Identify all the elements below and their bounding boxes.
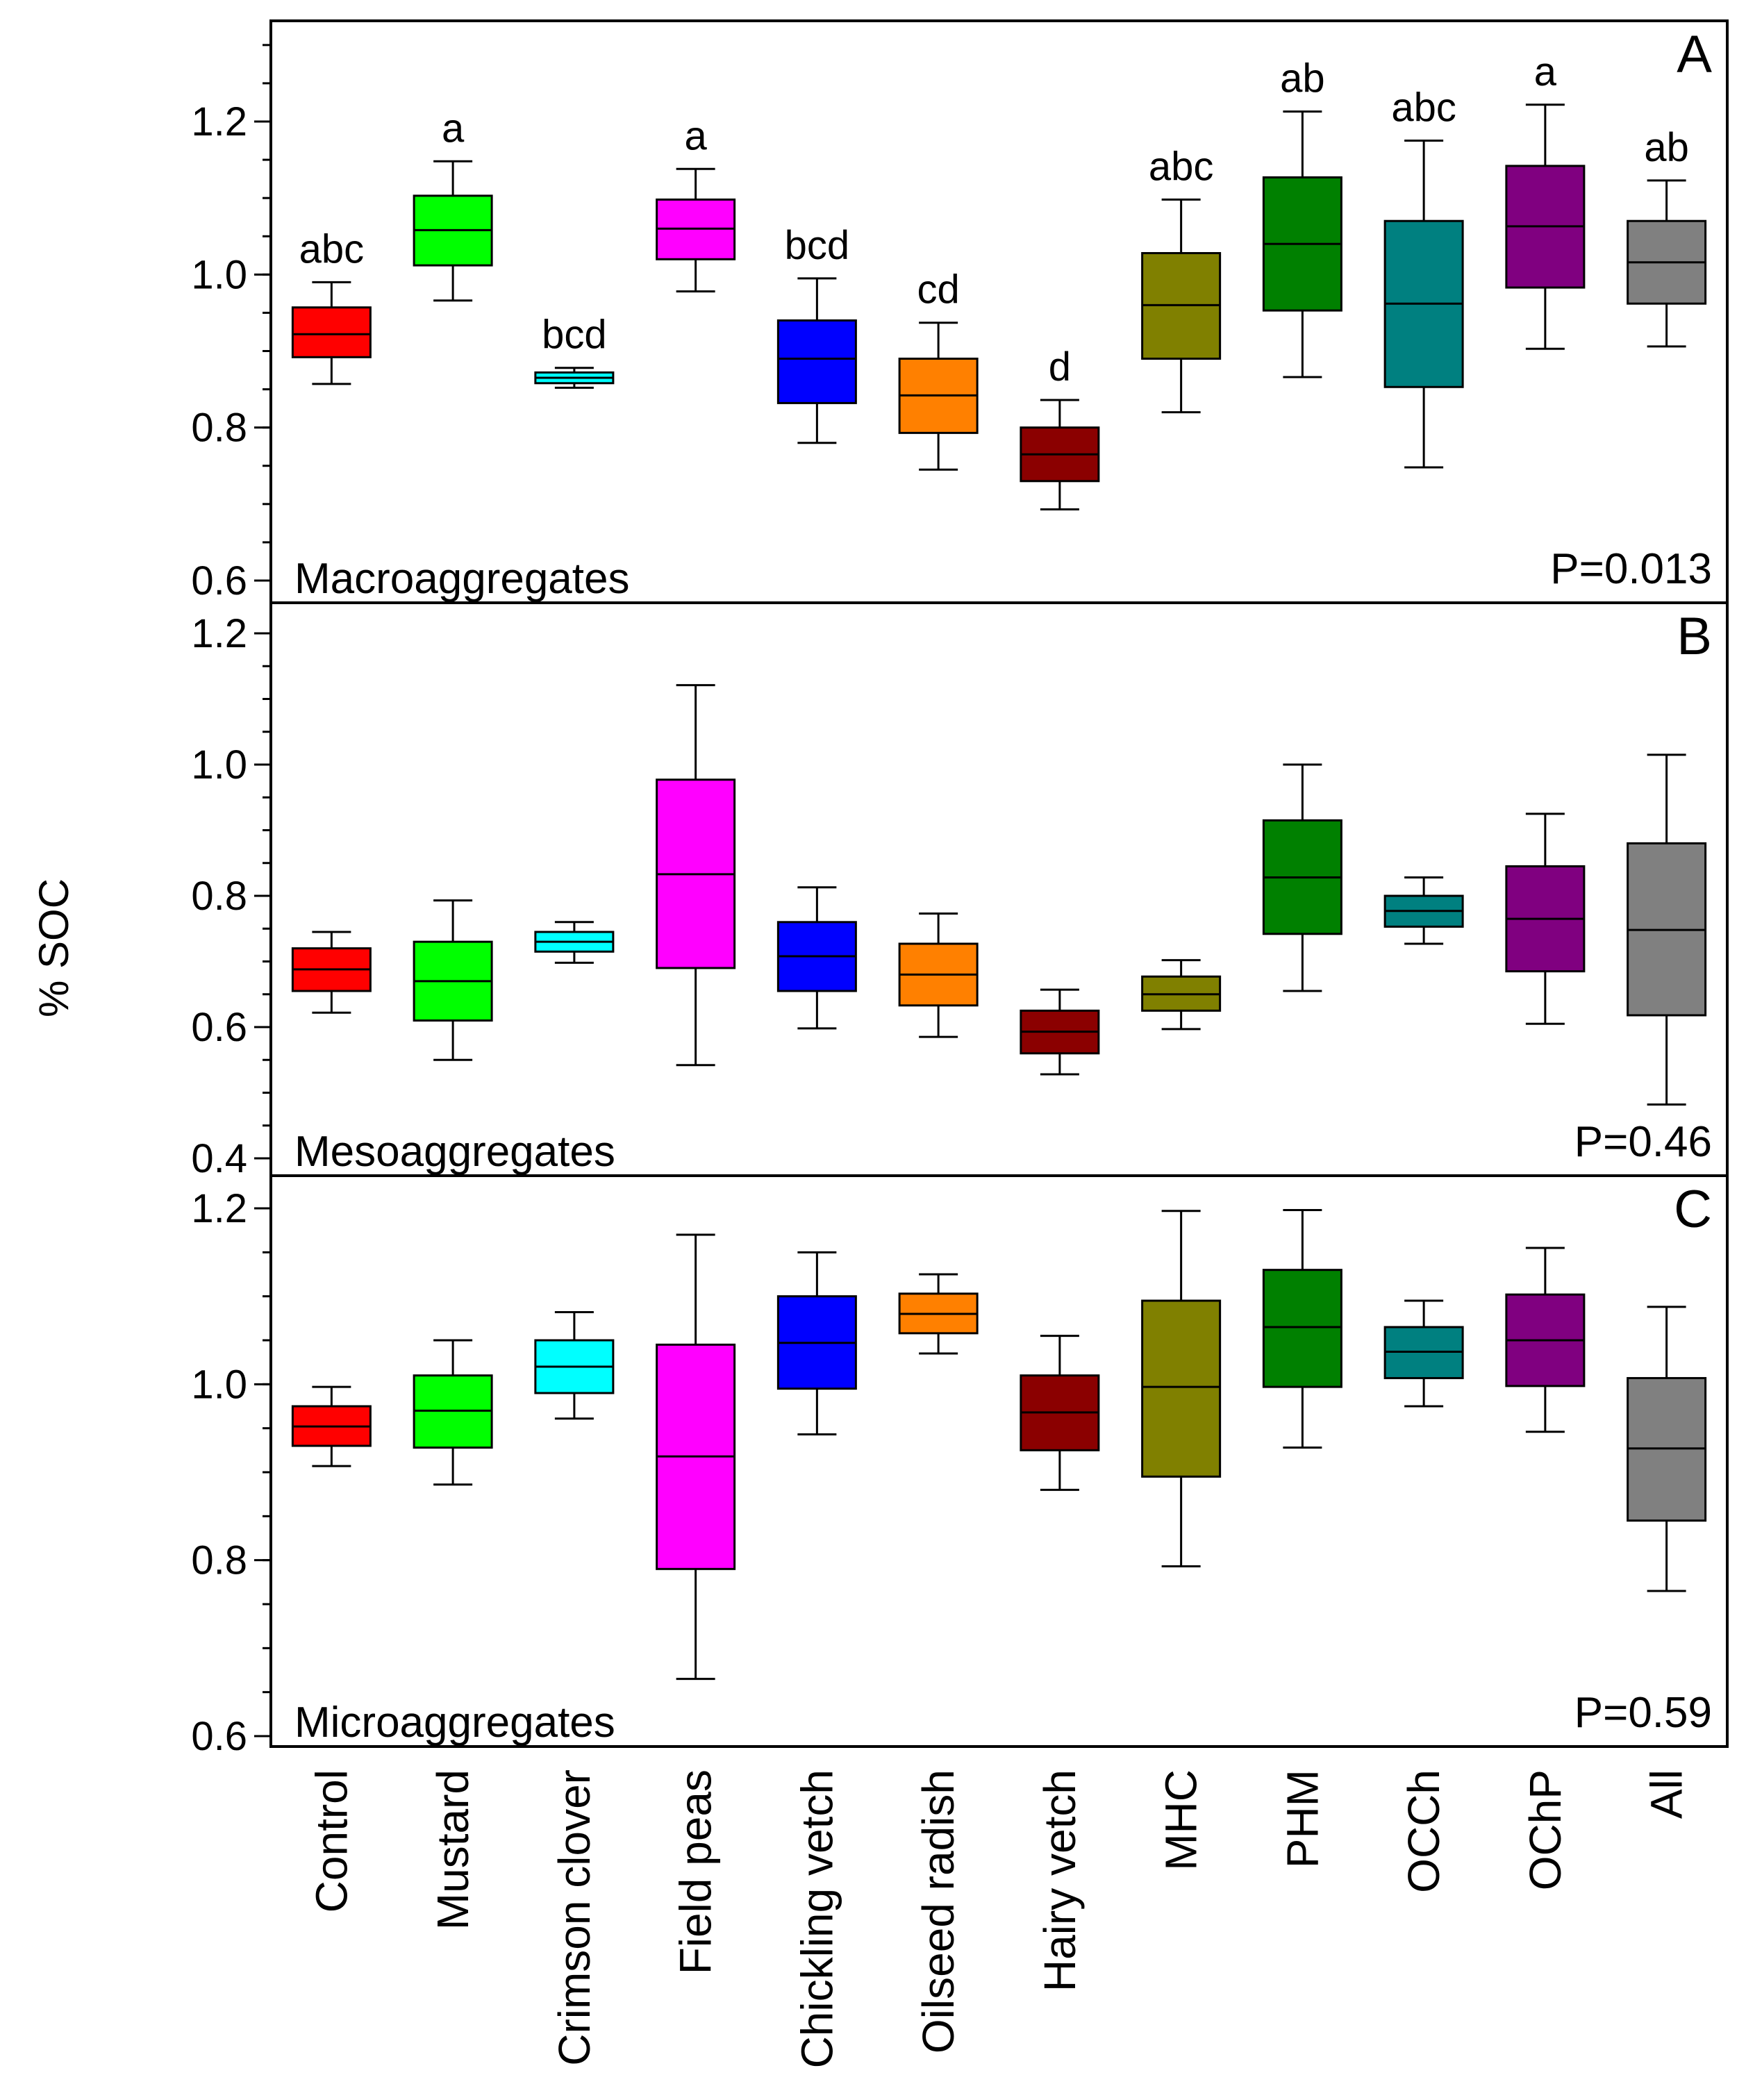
box-mustard [413, 1339, 493, 1486]
panels-layer: 0.6 0.8 1.0 1.2 abc a bcd a bcd cd d abc ab abc a ab A Ma… [191, 19, 1729, 1759]
box-field-peas [656, 1233, 736, 1681]
box-hairy-vetch: d [1020, 344, 1100, 511]
y-tick-label: 0.6 [191, 1714, 247, 1759]
panel-B: 0.4 0.6 0.8 1.0 1.2 B Mesoaggregates P=0.46 [191, 601, 1729, 1181]
p-value: P=0.46 [1574, 1118, 1712, 1166]
box-occh [1383, 1299, 1464, 1408]
box-oilseed-radish: cd [898, 267, 979, 471]
y-tick-label: 1.2 [191, 1186, 247, 1231]
significance-letter: ab [1280, 56, 1325, 101]
box-mustard [413, 899, 493, 1061]
box-control [291, 931, 372, 1014]
category-label-ochp: OChP [1520, 1769, 1570, 1890]
y-tick-label: 0.8 [191, 1538, 247, 1583]
y-tick-label: 1.2 [191, 99, 247, 144]
box-crimson-clover: bcd [534, 312, 615, 389]
box-crimson-clover [534, 1310, 615, 1420]
y-tick-label: 1.0 [191, 1362, 247, 1407]
box-oilseed-radish [898, 1273, 979, 1355]
category-label-oilseed-radish: Oilseed radish [913, 1769, 963, 2053]
y-tick-label: 0.6 [191, 558, 247, 603]
box-ochp [1505, 1247, 1586, 1433]
category-label-chickling-vetch: Chickling vetch [792, 1769, 842, 2068]
category-label-hairy-vetch: Hairy vetch [1035, 1769, 1085, 1992]
box-ochp [1505, 812, 1586, 1025]
panel-letter: B [1677, 607, 1712, 666]
box-field-peas [656, 684, 736, 1067]
panel-letter: A [1677, 25, 1712, 84]
box-all: ab [1627, 125, 1707, 348]
category-label-phm: PHM [1277, 1769, 1327, 1868]
category-label-crimson-clover: Crimson clover [549, 1769, 599, 2066]
box-chickling-vetch [776, 886, 857, 1030]
box-all [1627, 753, 1707, 1106]
box-crimson-clover [534, 921, 615, 964]
y-tick-label: 0.6 [191, 1005, 247, 1050]
significance-letter: abc [299, 226, 365, 272]
category-label-occh: OCCh [1399, 1769, 1449, 1893]
iqr-box [291, 306, 372, 358]
category-label-mhc: MHC [1156, 1769, 1206, 1871]
significance-letter: bcd [785, 223, 850, 268]
significance-letter: bcd [542, 312, 607, 358]
box-chickling-vetch: bcd [776, 223, 857, 444]
panel-aggregate-label: Microaggregates [294, 1699, 615, 1747]
box-phm [1262, 763, 1342, 992]
significance-letter: a [442, 106, 465, 151]
iqr-box [776, 319, 857, 404]
significance-letter: abc [1149, 144, 1214, 189]
significance-letter: cd [917, 267, 959, 312]
panel-A: 0.6 0.8 1.0 1.2 abc a bcd a bcd cd d abc ab abc a ab A Ma… [191, 19, 1729, 604]
category-label-field-peas: Field peas [671, 1769, 721, 1974]
p-value: P=0.59 [1574, 1689, 1712, 1737]
box-mhc [1141, 1210, 1222, 1568]
box-oilseed-radish [898, 912, 979, 1038]
box-control: abc [291, 226, 372, 385]
significance-letter: a [1534, 49, 1557, 94]
panel-letter: C [1674, 1180, 1712, 1239]
box-control [291, 1385, 372, 1467]
box-phm [1262, 1209, 1342, 1449]
box-mustard: a [413, 106, 493, 302]
box-ochp: a [1505, 49, 1586, 350]
significance-letter: abc [1391, 85, 1456, 131]
y-tick-label: 1.0 [191, 252, 247, 297]
y-tick-label: 1.2 [191, 611, 247, 656]
panel-C: 0.6 0.8 1.0 1.2 C Microaggregates P=0.59 [191, 1174, 1729, 1759]
y-tick-label: 0.8 [191, 874, 247, 919]
box-hairy-vetch [1020, 1335, 1100, 1491]
panel-aggregate-label: Macroaggregates [294, 555, 630, 603]
box-chickling-vetch [776, 1251, 857, 1436]
box-mhc: abc [1141, 144, 1222, 414]
y-tick-label: 0.4 [191, 1136, 247, 1181]
significance-letter: a [684, 113, 707, 158]
significance-letter: d [1049, 344, 1071, 390]
category-label-all: All [1642, 1769, 1692, 1819]
box-occh: abc [1383, 85, 1464, 469]
iqr-box [1262, 1269, 1342, 1388]
y-axis-label: % SOC [31, 878, 77, 1017]
panel-frame [269, 1174, 1729, 1748]
box-mhc [1141, 959, 1222, 1031]
significance-letter: ab [1644, 125, 1689, 170]
box-field-peas: a [656, 113, 736, 293]
box-all [1627, 1306, 1707, 1592]
y-tick-label: 0.8 [191, 406, 247, 451]
y-tick-label: 1.0 [191, 742, 247, 788]
box-occh [1383, 876, 1464, 945]
p-value: P=0.013 [1550, 545, 1712, 593]
box-hairy-vetch [1020, 988, 1100, 1076]
category-label-mustard: Mustard [428, 1769, 478, 1930]
category-labels: Control Mustard Crimson clover Field peas Ch… [306, 1769, 1691, 2068]
iqr-box [1141, 1299, 1222, 1478]
box-phm: ab [1262, 56, 1342, 378]
panel-aggregate-label: Mesoaggregates [294, 1128, 615, 1176]
category-label-control: Control [306, 1769, 356, 1912]
